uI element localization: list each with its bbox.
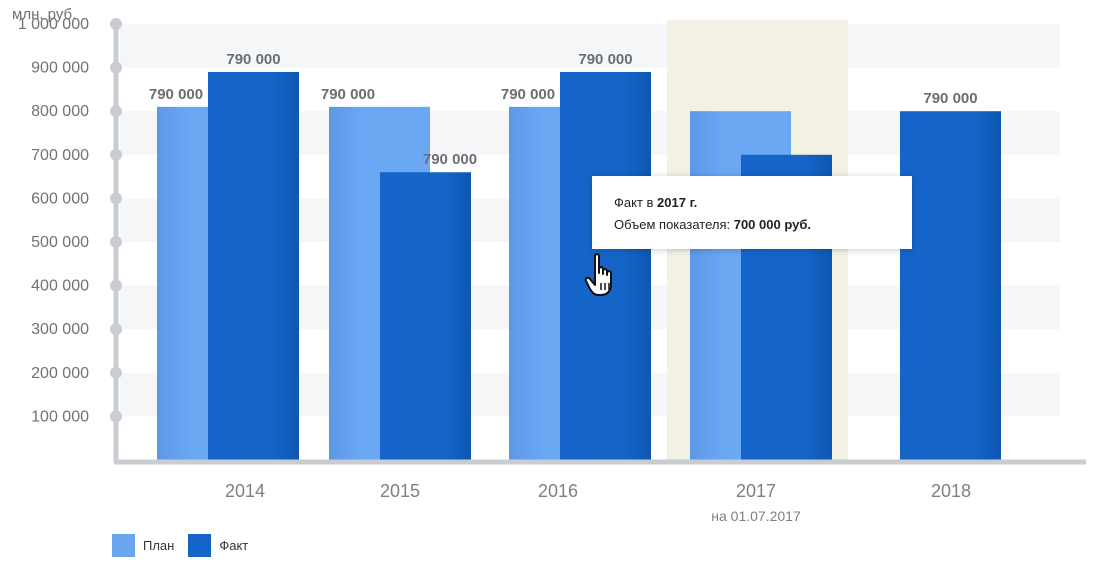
y-tick-dot bbox=[110, 148, 122, 161]
legend: План Факт bbox=[112, 534, 262, 557]
x-tick-label-2014: 2014 bbox=[225, 481, 265, 501]
y-tick-dot bbox=[110, 61, 122, 74]
y-tick-dot bbox=[110, 192, 122, 205]
x-tick-label-2015: 2015 bbox=[380, 481, 420, 501]
legend-swatch-fact bbox=[188, 534, 212, 557]
tooltip: Факт в 2017 г. Объем показателя: 700 000… bbox=[592, 176, 912, 249]
data-label-fact-2018: 790 000 bbox=[923, 90, 977, 107]
bar-fact-2016[interactable] bbox=[560, 71, 651, 461]
data-label-fact-2015: 790 000 bbox=[423, 151, 477, 168]
y-tick-label: 900 000 bbox=[31, 60, 89, 77]
y-tick-dot bbox=[110, 236, 122, 248]
y-tick-dot bbox=[110, 323, 122, 336]
legend-item-plan[interactable]: План bbox=[112, 534, 174, 557]
legend-label-fact: Факт bbox=[219, 538, 249, 553]
tooltip-title: Факт в 2017 г. bbox=[614, 192, 912, 214]
y-tick-dot bbox=[110, 18, 122, 30]
y-tick-dot bbox=[110, 366, 122, 379]
x-tick-label-2018: 2018 bbox=[931, 481, 971, 501]
y-tick-label: 1 000 000 bbox=[18, 16, 89, 33]
tooltip-value-prefix: Объем показателя: bbox=[614, 217, 734, 232]
hand-pointer-icon bbox=[584, 253, 612, 296]
x-tick-sublabel-2017: на 01.07.2017 bbox=[711, 508, 801, 524]
data-label-fact-2014: 790 000 bbox=[226, 51, 280, 68]
legend-swatch-plan bbox=[112, 534, 135, 557]
bar-fact-2015[interactable] bbox=[380, 172, 471, 461]
y-tick-label: 500 000 bbox=[31, 234, 89, 251]
legend-item-fact[interactable]: Факт bbox=[188, 534, 248, 557]
tooltip-value-amount: 700 000 руб. bbox=[733, 217, 811, 232]
x-tick-label-2017: 2017 bbox=[736, 481, 776, 501]
data-label-plan-2015: 790 000 bbox=[321, 86, 375, 103]
tooltip-title-prefix: Факт в bbox=[614, 195, 658, 210]
tooltip-title-year: 2017 г. bbox=[657, 195, 698, 210]
bar-fact-2018[interactable] bbox=[900, 111, 1001, 460]
data-label-plan-2016: 790 000 bbox=[501, 86, 555, 103]
y-tick-dot bbox=[110, 410, 122, 423]
y-tick-label: 200 000 bbox=[31, 365, 89, 382]
y-tick-label: 100 000 bbox=[31, 408, 89, 425]
y-tick-dot bbox=[110, 279, 122, 292]
y-tick-label: 700 000 bbox=[31, 147, 89, 164]
y-tick-label: 600 000 bbox=[31, 190, 89, 207]
data-label-fact-2016: 790 000 bbox=[578, 51, 632, 68]
tooltip-value: Объем показателя: 700 000 руб. bbox=[614, 214, 912, 236]
y-tick-dot bbox=[110, 105, 122, 118]
legend-label-plan: План bbox=[143, 538, 175, 553]
bar-fact-2014[interactable] bbox=[208, 71, 299, 461]
unit-label: млн. руб. bbox=[12, 6, 76, 23]
grid-band bbox=[120, 24, 1060, 68]
y-tick-label: 800 000 bbox=[31, 103, 89, 120]
y-tick-label: 400 000 bbox=[31, 278, 89, 295]
data-label-plan-2014: 790 000 bbox=[149, 86, 203, 103]
y-tick-label: 300 000 bbox=[31, 321, 89, 338]
x-tick-label-2016: 2016 bbox=[538, 481, 578, 501]
